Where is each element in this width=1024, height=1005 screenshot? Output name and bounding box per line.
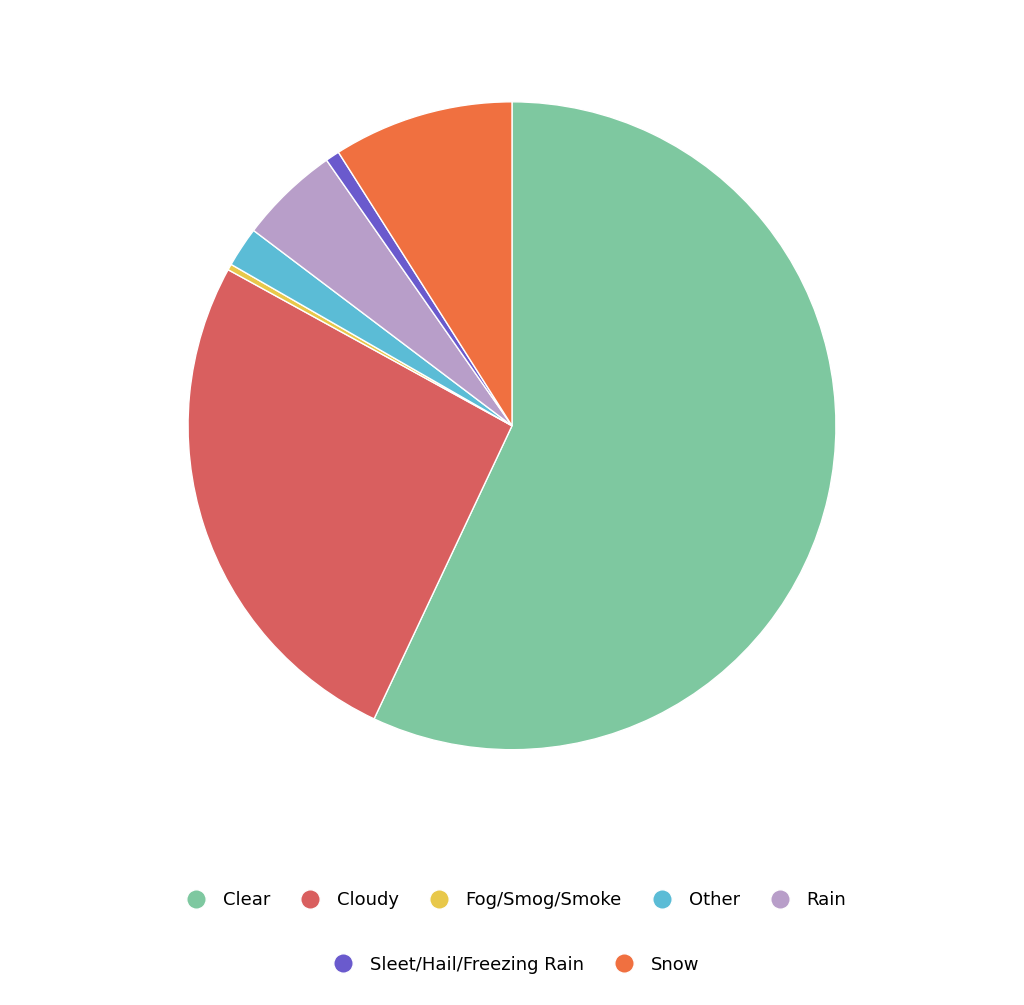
Legend: Sleet/Hail/Freezing Rain, Snow: Sleet/Hail/Freezing Rain, Snow [307,938,717,992]
Wedge shape [188,269,512,719]
Wedge shape [327,152,512,426]
Wedge shape [374,102,836,750]
Wedge shape [231,230,512,426]
Wedge shape [254,160,512,426]
Wedge shape [338,102,512,426]
Wedge shape [228,264,512,426]
